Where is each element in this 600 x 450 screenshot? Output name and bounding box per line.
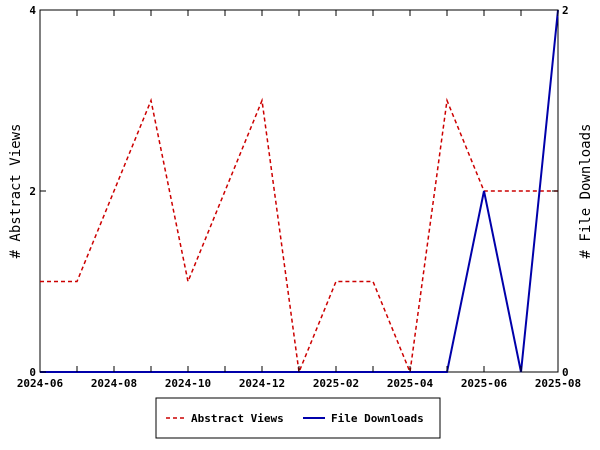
x-tick-label: 2024-06 bbox=[17, 377, 64, 390]
x-tick-label: 2024-08 bbox=[91, 377, 137, 390]
axis-layer: 2024-06 2024-08 2024-10 2024-12 2025-02 2025-… bbox=[17, 4, 581, 390]
y-axis-right-title: # File Downloads bbox=[578, 124, 594, 259]
legend-box bbox=[155, 397, 441, 439]
series-line-abstract-views bbox=[40, 97, 558, 375]
x-tick-label: 2024-10 bbox=[165, 377, 211, 390]
y-tick-label-left: 2 bbox=[29, 185, 36, 198]
x-tick-label: 2025-04 bbox=[387, 377, 434, 390]
legend: Abstract Views File Downloads bbox=[155, 397, 441, 439]
legend-label-file-downloads: File Downloads bbox=[331, 412, 424, 425]
x-tick-label: 2024-12 bbox=[239, 377, 285, 390]
x-tick-label: 2025-02 bbox=[313, 377, 359, 390]
legend-label-abstract-views: Abstract Views bbox=[191, 412, 284, 425]
x-tick-label: 2025-08 bbox=[535, 377, 581, 390]
x-tick-label: 2025-06 bbox=[461, 377, 508, 390]
y-tick-label-left: 4 bbox=[29, 4, 36, 17]
y-tick-label-right: 0 bbox=[562, 366, 569, 379]
y-axis-left-title: # Abstract Views bbox=[8, 124, 24, 259]
y-tick-label-right: 2 bbox=[562, 4, 569, 17]
plot-area bbox=[39, 9, 559, 373]
y-tick-label-left: 0 bbox=[29, 366, 36, 379]
